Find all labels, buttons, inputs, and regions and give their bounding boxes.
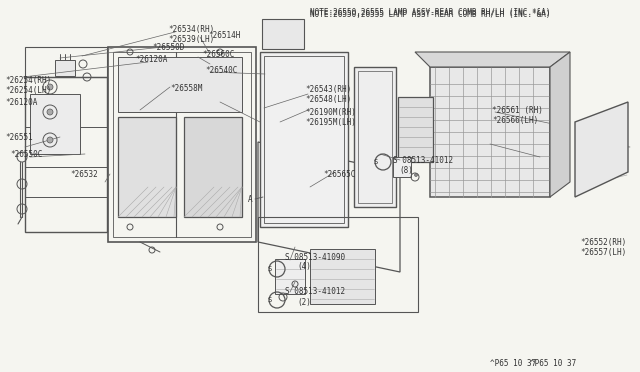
Text: *26543(RH): *26543(RH) [305, 84, 351, 93]
Bar [430, 67, 550, 197]
Bar [30, 94, 80, 154]
Text: S: S [374, 159, 378, 165]
Bar [118, 57, 242, 112]
Text: S 08513-41012: S 08513-41012 [285, 288, 345, 296]
Text: NOTE:26550,26555 LAMP ASSY-REAR COMB RH/LH (INC.*&A): NOTE:26550,26555 LAMP ASSY-REAR COMB RH/… [310, 10, 550, 19]
Text: *26558M: *26558M [170, 83, 202, 93]
Bar [25, 47, 107, 77]
Text: *26195M(LH): *26195M(LH) [305, 118, 356, 126]
Text: *26561 (RH): *26561 (RH) [492, 106, 543, 115]
Circle shape [47, 109, 53, 115]
Text: *26566(LH): *26566(LH) [492, 115, 538, 125]
Text: S: S [268, 266, 272, 272]
Text: *26254(RH): *26254(RH) [5, 76, 51, 84]
Text: *26557(LH): *26557(LH) [580, 247, 627, 257]
Bar [258, 217, 418, 312]
Text: A: A [248, 195, 253, 203]
Bar [113, 52, 251, 237]
Text: NOTE:26550,26555 LAMP ASSY-REAR COMB RH/LH (INC.*&A): NOTE:26550,26555 LAMP ASSY-REAR COMB RH/… [310, 7, 550, 16]
Bar [25, 77, 107, 232]
Circle shape [47, 84, 53, 90]
Text: *26550D: *26550D [152, 42, 184, 51]
Bar [118, 117, 176, 217]
Bar [264, 56, 344, 223]
Polygon shape [575, 102, 628, 197]
Text: *26540C: *26540C [205, 65, 237, 74]
Text: *26514H: *26514H [208, 31, 241, 39]
Bar [358, 71, 392, 203]
Text: (2): (2) [297, 298, 311, 307]
Bar [310, 249, 375, 304]
Circle shape [415, 173, 417, 176]
Text: *26539(LH): *26539(LH) [168, 35, 214, 44]
Circle shape [47, 137, 53, 143]
Text: S 08513-41012: S 08513-41012 [393, 155, 453, 164]
Text: (8): (8) [399, 166, 413, 174]
Text: *26534(RH): *26534(RH) [168, 25, 214, 33]
Text: *26254(LH): *26254(LH) [5, 86, 51, 94]
Bar [262, 19, 304, 49]
Bar [398, 97, 433, 162]
Text: S: S [268, 297, 272, 303]
Polygon shape [550, 52, 570, 197]
Text: *26120A: *26120A [5, 97, 37, 106]
Bar [55, 60, 75, 76]
Text: *26565C: *26565C [323, 170, 355, 179]
Text: ^P65 10 37: ^P65 10 37 [490, 359, 536, 369]
Text: *26120A: *26120A [135, 55, 168, 64]
Polygon shape [415, 52, 570, 67]
Bar [275, 259, 305, 294]
Text: *26548(LH): *26548(LH) [305, 94, 351, 103]
Text: *26190M(RH): *26190M(RH) [305, 108, 356, 116]
Polygon shape [258, 142, 400, 272]
Text: *26551: *26551 [5, 132, 33, 141]
Bar [108, 47, 256, 242]
Text: *26552(RH): *26552(RH) [580, 237, 627, 247]
Text: *26560C: *26560C [202, 49, 234, 58]
Text: (4): (4) [297, 263, 311, 272]
Text: *26550C: *26550C [10, 150, 42, 158]
Bar [393, 157, 411, 177]
Text: *26532: *26532 [70, 170, 98, 179]
Bar [260, 52, 348, 227]
Bar [354, 67, 396, 207]
Text: S 08513-41090: S 08513-41090 [285, 253, 345, 262]
Bar [184, 117, 242, 217]
Text: ^P65 10 37: ^P65 10 37 [530, 359, 576, 369]
